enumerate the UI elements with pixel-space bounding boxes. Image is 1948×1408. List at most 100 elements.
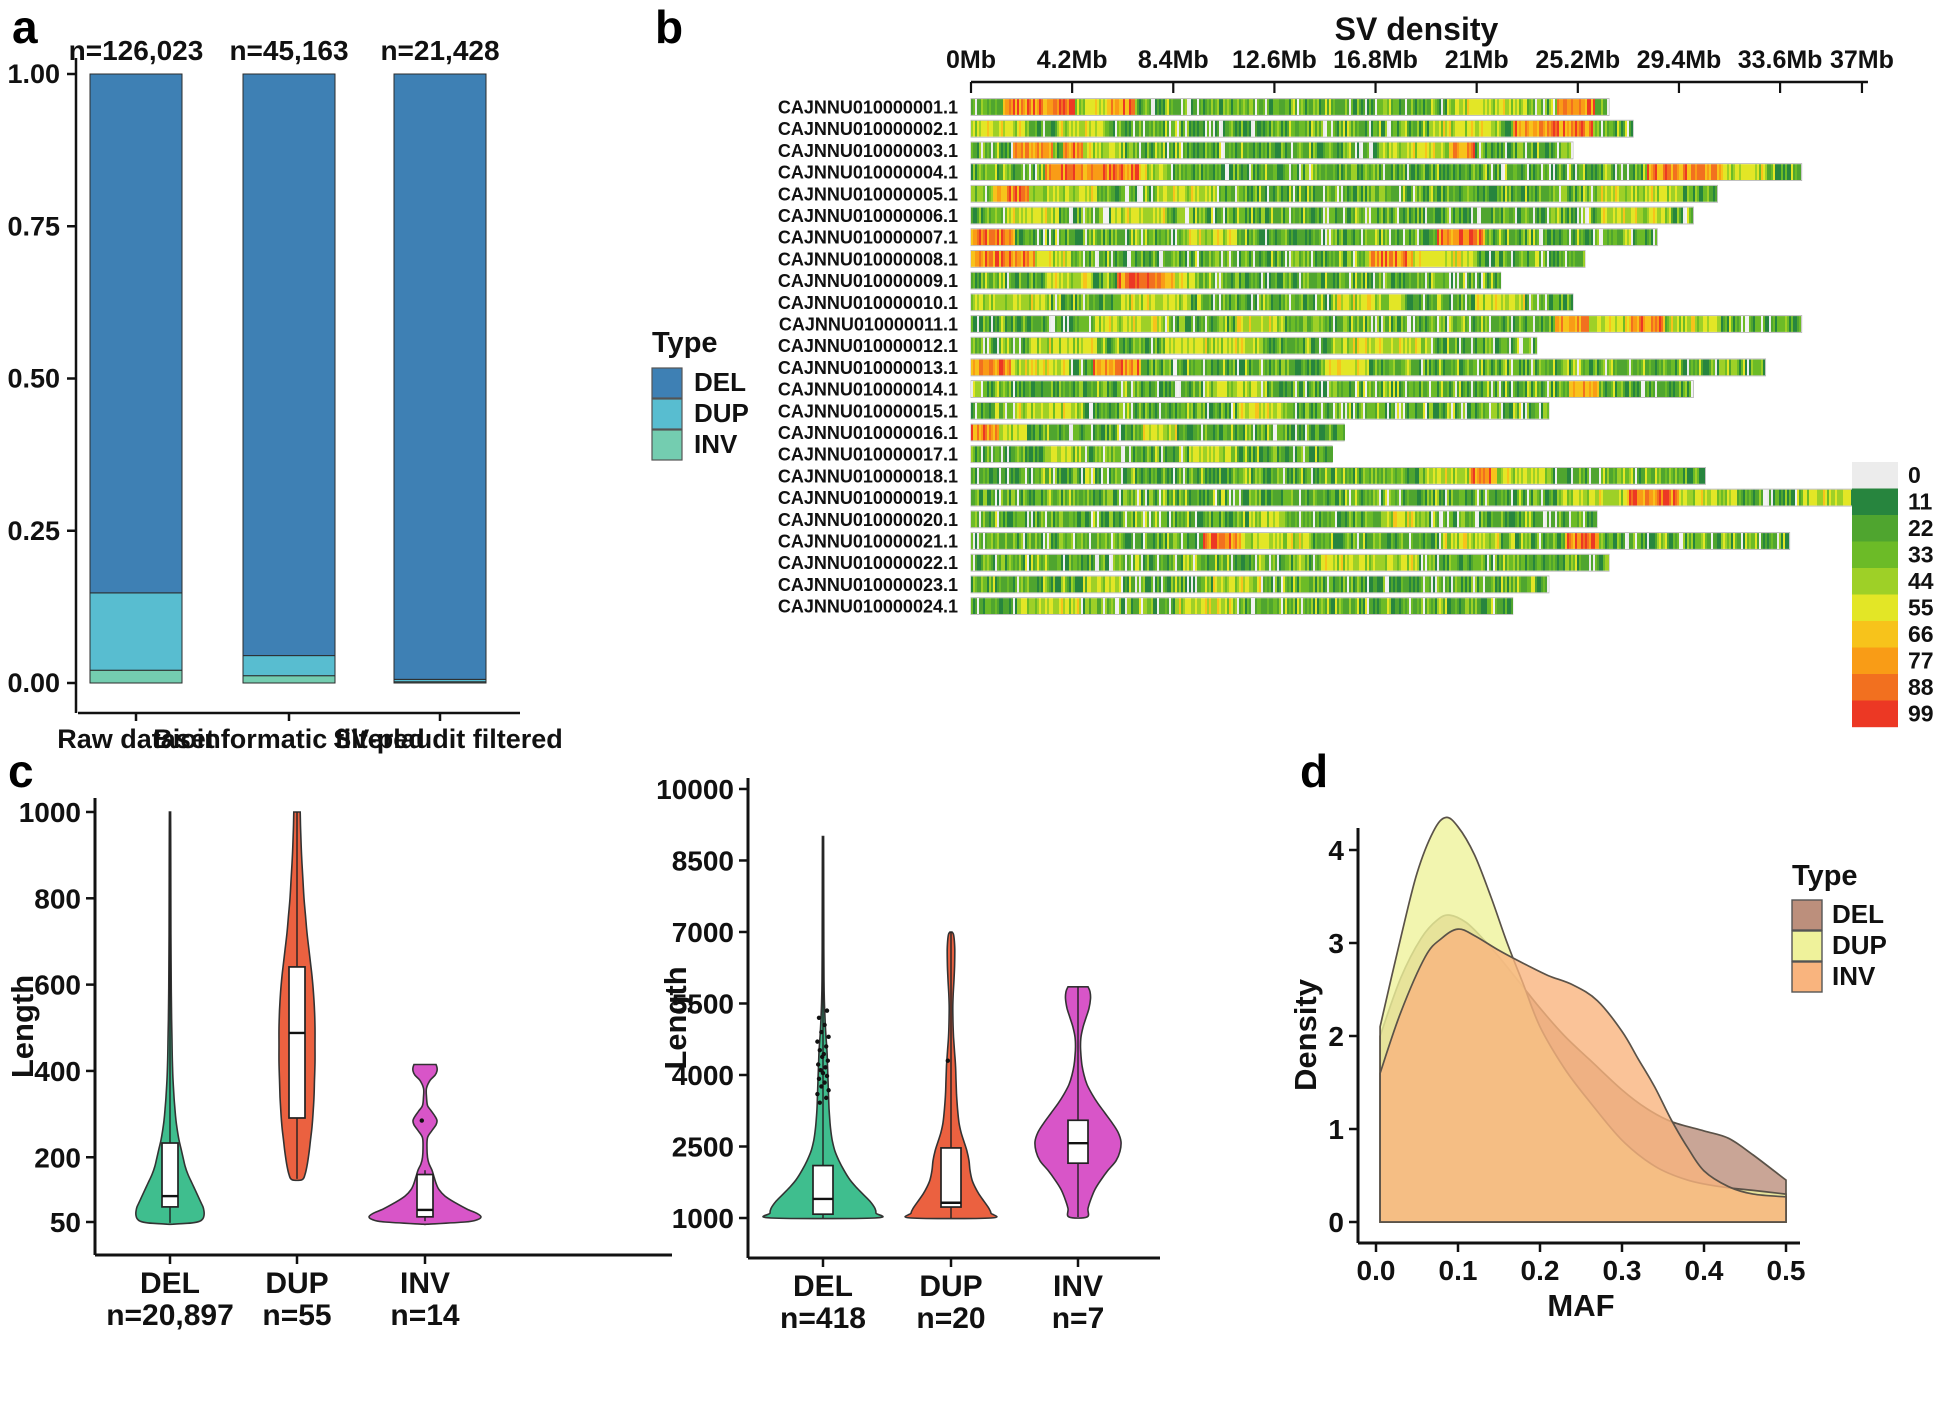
- x-tick-label: 0.2: [1521, 1255, 1560, 1286]
- x-tick-label: 0.3: [1603, 1255, 1642, 1286]
- x-category-label: DUP: [265, 1267, 328, 1300]
- y-tick-label: 0.75: [7, 211, 60, 241]
- x-category-n-label: n=20: [916, 1302, 985, 1335]
- heatmap-row-label: CAJNNU010000006.1: [778, 206, 958, 226]
- boxplot-dup: [288, 966, 306, 1119]
- bar-segment-del: [393, 73, 487, 680]
- outlier-dot: [826, 1088, 831, 1093]
- x-axis-title: MAF: [1547, 1288, 1614, 1323]
- y-tick-label: 4000: [672, 1060, 734, 1091]
- colorbar-label: 44: [1908, 568, 1934, 594]
- x-tick-label: 0.1: [1439, 1255, 1478, 1286]
- x-tick-label: 0.0: [1357, 1255, 1396, 1286]
- colorbar-label: 77: [1908, 648, 1934, 674]
- x-category-label: DUP: [919, 1270, 982, 1303]
- heatmap-row: [970, 293, 1574, 312]
- colorbar-label: 55: [1908, 595, 1934, 621]
- y-tick-label: 1000: [672, 1203, 734, 1234]
- heatmap-row: [970, 575, 1550, 594]
- heatmap-row: [970, 271, 1502, 290]
- bar-segment-del: [242, 73, 336, 657]
- colorbar-label: 99: [1908, 701, 1934, 727]
- bar-segment-inv: [242, 675, 336, 684]
- y-tick-label: 8500: [672, 845, 734, 876]
- heatmap-row-label: CAJNNU010000024.1: [778, 597, 958, 617]
- heatmap-row-label: CAJNNU010000015.1: [778, 401, 958, 421]
- y-tick-label: 10000: [656, 774, 734, 805]
- y-tick-label: 5500: [672, 988, 734, 1019]
- colorbar-swatch: [1852, 515, 1898, 542]
- heatmap-row: [970, 423, 1345, 442]
- outlier-dot: [816, 1062, 821, 1067]
- heatmap-row: [970, 466, 1706, 485]
- y-tick-label: 2500: [672, 1131, 734, 1162]
- x-category-label: INV: [400, 1267, 450, 1300]
- outlier-dot: [822, 1022, 827, 1028]
- x-category-label: DEL: [793, 1270, 853, 1303]
- panel-d-label: d: [1300, 745, 1329, 797]
- x-tick-label: 12.6Mb: [1232, 46, 1317, 74]
- legend-label: INV: [1832, 961, 1876, 991]
- y-tick-label: 0: [1328, 1207, 1344, 1238]
- heatmap-row-label: CAJNNU010000014.1: [778, 380, 958, 400]
- colorbar-label: 0: [1908, 462, 1921, 488]
- heatmap-row-label: CAJNNU010000017.1: [778, 445, 958, 465]
- outlier-dot: [824, 1095, 829, 1101]
- colorbar-label: 11: [1908, 489, 1933, 515]
- x-category-n-label: n=418: [780, 1302, 866, 1335]
- y-axis-title: Density: [1288, 978, 1323, 1091]
- y-tick-label: 3: [1328, 928, 1344, 959]
- outlier-dot: [818, 1068, 823, 1073]
- x-category-n-label: n=7: [1052, 1302, 1105, 1335]
- x-tick-label: 21Mb: [1445, 46, 1509, 74]
- heatmap-row: [970, 336, 1538, 355]
- heatmap-row: [970, 358, 1767, 377]
- violin-plot-c-right: 10002500400055007000850010000LengthDELn=…: [656, 774, 1160, 1335]
- heatmap-row-label: CAJNNU010000005.1: [778, 184, 958, 204]
- heatmap-row-label: CAJNNU010000019.1: [778, 488, 958, 508]
- outlier-dot: [824, 1073, 830, 1079]
- x-category-label: Bioinformatic filtered: [153, 724, 425, 754]
- colorbar-label: 66: [1908, 621, 1934, 647]
- heatmap-row: [970, 141, 1574, 160]
- heatmap-row: [970, 597, 1514, 615]
- heatmap-row-label: CAJNNU010000021.1: [778, 532, 958, 552]
- heatmap-row-label: CAJNNU010000007.1: [778, 228, 958, 248]
- x-tick-label: 37Mb: [1830, 46, 1894, 74]
- y-tick-label: 2: [1328, 1021, 1344, 1052]
- panel-d-maf-density-plot: 0 1 2 3 4 0.0 0.1 0.2 0.3 0.4 0.5 MAF Density Type DEL…: [1288, 816, 1887, 1323]
- outlier-dot: [824, 1044, 829, 1049]
- y-tick-label: 800: [34, 883, 81, 914]
- colorbar-swatch: [1852, 647, 1898, 675]
- legend-label: DEL: [694, 367, 746, 397]
- heatmap-row: [970, 488, 1875, 507]
- heatmap-row: [970, 510, 1598, 529]
- heatmap-row-label: CAJNNU010000009.1: [778, 271, 958, 291]
- x-tick-label: 33.6Mb: [1738, 46, 1823, 74]
- y-tick-label: 0.00: [7, 668, 60, 698]
- boxplot-inv: [1067, 1119, 1089, 1165]
- legend-swatch-inv: [651, 429, 683, 461]
- heatmap-row-label: CAJNNU010000003.1: [778, 141, 958, 161]
- y-axis-title: Length: [658, 966, 693, 1069]
- legend-swatch-del: [651, 367, 683, 399]
- x-tick-label: 16.8Mb: [1333, 46, 1418, 74]
- panel-c-label: c: [8, 745, 34, 797]
- outlier-dot: [821, 1051, 826, 1057]
- heatmap-row: [970, 163, 1803, 182]
- outlier-dot: [825, 1058, 830, 1063]
- heatmap-row: [970, 532, 1791, 550]
- heatmap-row-label: CAJNNU010000001.1: [778, 98, 958, 118]
- panel-b-label: b: [655, 1, 684, 53]
- legend-label: DEL: [1832, 899, 1884, 929]
- heatmap-row-label: CAJNNU010000011.1: [779, 315, 958, 335]
- heatmap-row-label: CAJNNU010000013.1: [778, 358, 958, 378]
- y-axis-title: Length: [5, 975, 40, 1078]
- x-tick-label: 0Mb: [946, 46, 996, 74]
- x-tick-label: 0.4: [1685, 1255, 1724, 1286]
- legend-swatch-dup: [651, 398, 683, 430]
- outlier-dot: [815, 1039, 820, 1044]
